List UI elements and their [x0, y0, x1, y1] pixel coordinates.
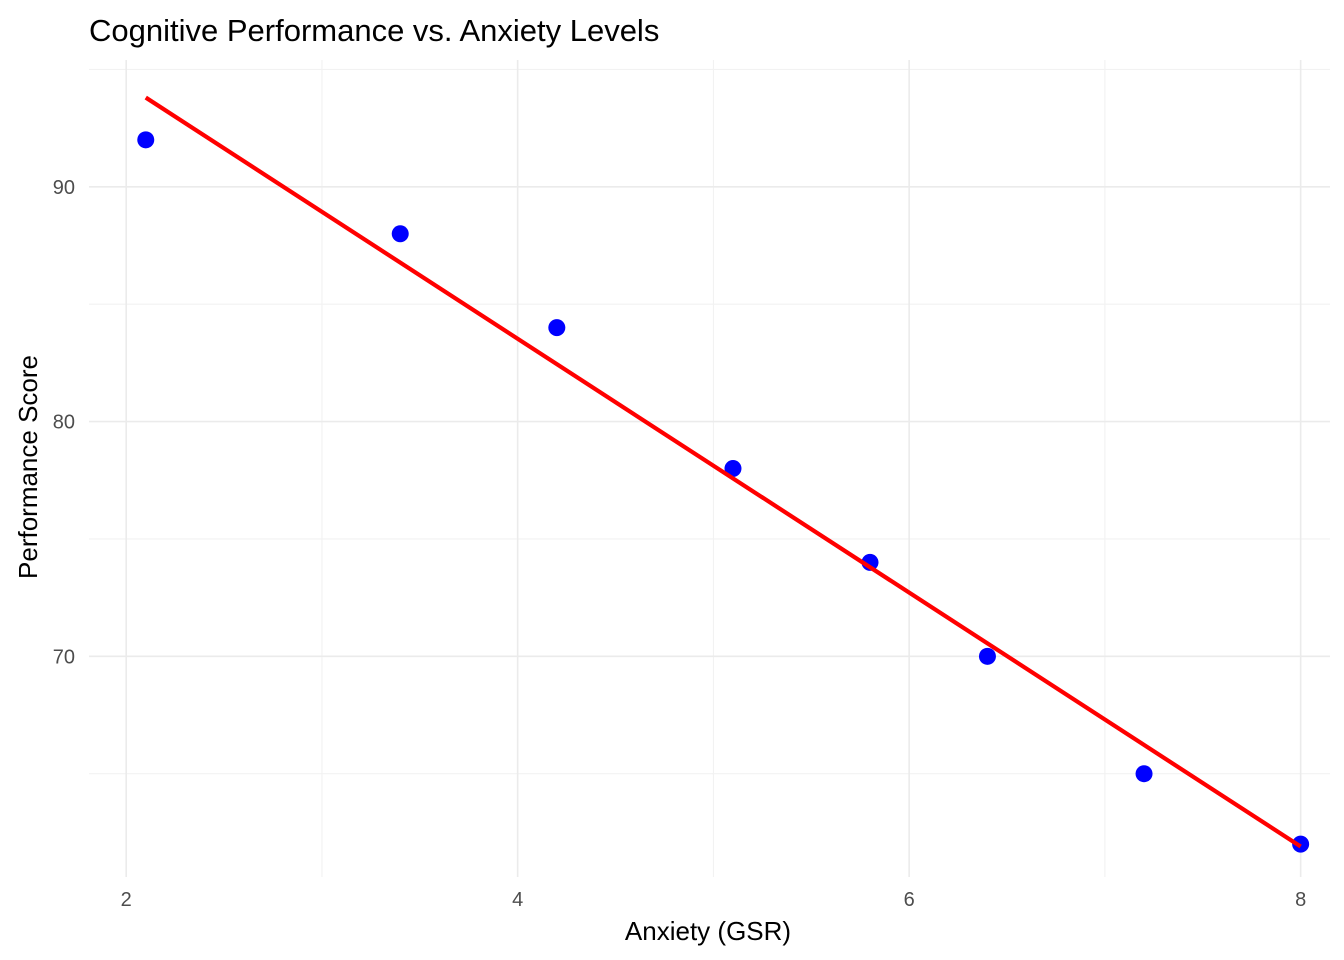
plot-data	[137, 95, 1310, 853]
y-tick-label: 70	[53, 646, 75, 668]
y-tick-label: 90	[53, 177, 75, 199]
data-point	[1135, 765, 1153, 783]
y-tick-label: 80	[53, 412, 75, 434]
x-axis-label: Anxiety (GSR)	[625, 916, 791, 946]
chart-title: Cognitive Performance vs. Anxiety Levels	[89, 13, 659, 48]
regression-line	[144, 95, 1302, 849]
data-point	[724, 460, 742, 477]
axis-ticks: 2 4 6 8 70 80 90	[53, 177, 1306, 911]
x-tick-label: 6	[904, 889, 915, 911]
data-point	[978, 647, 996, 665]
x-tick-label: 4	[512, 889, 523, 911]
data-point	[391, 225, 409, 243]
data-point	[137, 131, 155, 149]
data-point	[548, 319, 566, 337]
y-axis-label: Performance Score	[13, 355, 43, 579]
x-tick-label: 8	[1295, 889, 1306, 911]
grid	[89, 60, 1330, 877]
x-tick-label: 2	[121, 889, 132, 911]
